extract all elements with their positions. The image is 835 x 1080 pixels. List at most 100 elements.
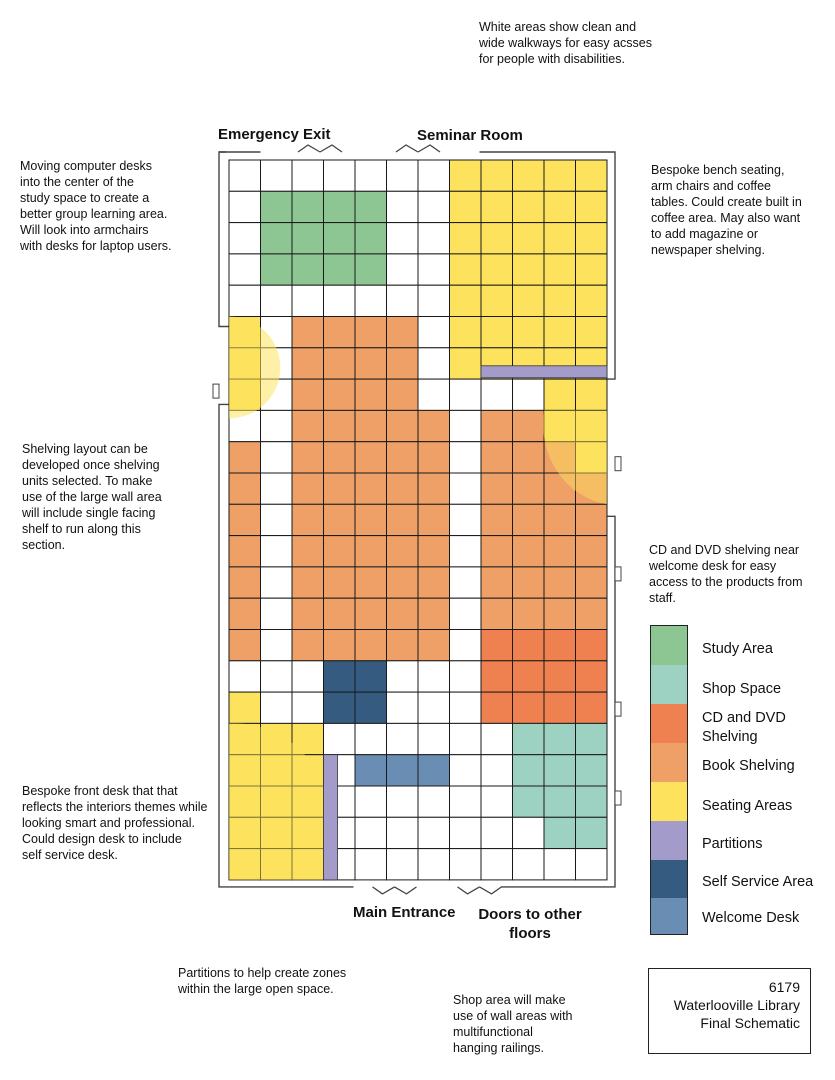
grid-cell xyxy=(228,253,261,286)
grid-cell xyxy=(543,503,576,537)
grid-cell xyxy=(512,316,545,349)
grid-cell xyxy=(291,409,324,443)
grid-cell xyxy=(260,691,293,724)
grid-cell xyxy=(449,754,482,787)
grid-cell xyxy=(512,409,545,443)
wall-notch xyxy=(212,383,220,399)
wall-segment xyxy=(218,403,354,888)
grid-cell xyxy=(449,253,482,286)
grid-cell xyxy=(386,785,419,818)
grid-cell xyxy=(323,316,356,349)
grid-cell xyxy=(354,316,387,349)
grid-cell xyxy=(291,190,324,224)
grid-cell xyxy=(354,503,387,537)
grid-cell xyxy=(323,409,356,443)
other-floors-door xyxy=(479,886,502,895)
grid-cell xyxy=(228,597,261,631)
grid-cell xyxy=(449,316,482,349)
grid-cell xyxy=(386,754,419,787)
grid-cell xyxy=(260,409,293,443)
grid-cell xyxy=(543,691,576,724)
grid-cell xyxy=(417,722,450,756)
legend-label-partitions: Partitions xyxy=(702,836,763,852)
grid-cell xyxy=(480,848,513,881)
grid-cell xyxy=(323,284,356,318)
emergency-exit-door xyxy=(319,144,343,153)
grid-cell xyxy=(228,190,261,224)
grid-cell xyxy=(512,190,545,224)
grid-cell xyxy=(386,190,419,224)
grid-cell xyxy=(417,566,450,599)
grid-cell xyxy=(260,284,293,318)
bench-seating-note: Bespoke bench seating, arm chairs and co… xyxy=(651,163,802,257)
wall-segment xyxy=(218,151,229,328)
grid-cell xyxy=(260,816,293,850)
grid-cell xyxy=(354,660,387,693)
grid-cell xyxy=(543,660,576,693)
grid-cell xyxy=(228,754,261,787)
grid-cell xyxy=(480,284,513,318)
grid-cell xyxy=(354,472,387,505)
grid-cell xyxy=(260,754,293,787)
seminar-room-door xyxy=(417,144,441,153)
grid-cell xyxy=(386,409,419,443)
grid-cell xyxy=(449,441,482,474)
legend-swatch-study xyxy=(651,626,687,665)
grid-cell xyxy=(543,566,576,599)
seminar-room-label: Seminar Room xyxy=(417,127,523,144)
grid-cell xyxy=(417,754,450,787)
wall-notch xyxy=(614,790,622,806)
grid-cell xyxy=(354,566,387,599)
grid-cell xyxy=(512,566,545,599)
legend-swatch-shop xyxy=(651,665,687,704)
grid-cell xyxy=(386,378,419,411)
partitions-note: Partitions to help create zones within t… xyxy=(178,966,347,996)
main-entrance-label: Main Entrance xyxy=(353,904,456,921)
grid-cell xyxy=(449,816,482,850)
grid-cell xyxy=(512,535,545,568)
grid-cell xyxy=(228,566,261,599)
grid-cell xyxy=(480,660,513,693)
grid-cell xyxy=(512,691,545,724)
grid-cell xyxy=(260,535,293,568)
grid-cell xyxy=(291,691,324,724)
grid-cell xyxy=(543,535,576,568)
grid-cell xyxy=(543,754,576,787)
grid-cell xyxy=(543,441,576,474)
grid-cell xyxy=(575,691,608,724)
grid-cell xyxy=(386,660,419,693)
grid-cell xyxy=(575,503,608,537)
grid-cell xyxy=(228,629,261,662)
legend-label-study: Study Area xyxy=(702,641,773,657)
grid-cell xyxy=(386,597,419,631)
title-block: 6179 Waterlooville Library Final Schemat… xyxy=(648,968,811,1054)
grid-cell xyxy=(449,785,482,818)
grid-cell xyxy=(543,378,576,411)
grid-cell xyxy=(386,284,419,318)
grid-cell xyxy=(291,378,324,411)
seminar-room-door xyxy=(395,144,419,153)
grid-cell xyxy=(480,409,513,443)
project-number: 6179 xyxy=(768,979,800,995)
grid-cell xyxy=(323,597,356,631)
grid-cell xyxy=(417,503,450,537)
grid-cell xyxy=(512,660,545,693)
grid-cell xyxy=(512,848,545,881)
grid-cell xyxy=(480,190,513,224)
grid-cell xyxy=(386,441,419,474)
grid-cell xyxy=(417,848,450,881)
grid-cell xyxy=(480,159,513,192)
grid-cell xyxy=(291,472,324,505)
grid-cell xyxy=(449,629,482,662)
legend-swatches xyxy=(650,625,688,935)
grid-cell xyxy=(512,785,545,818)
grid-cell xyxy=(354,691,387,724)
grid-cell xyxy=(323,222,356,255)
grid-cell xyxy=(480,629,513,662)
partition-seating xyxy=(480,365,608,379)
grid-cell xyxy=(417,409,450,443)
wall-notch xyxy=(614,456,622,472)
grid-cell xyxy=(354,159,387,192)
grid-cell xyxy=(417,159,450,192)
grid-cell xyxy=(575,597,608,631)
